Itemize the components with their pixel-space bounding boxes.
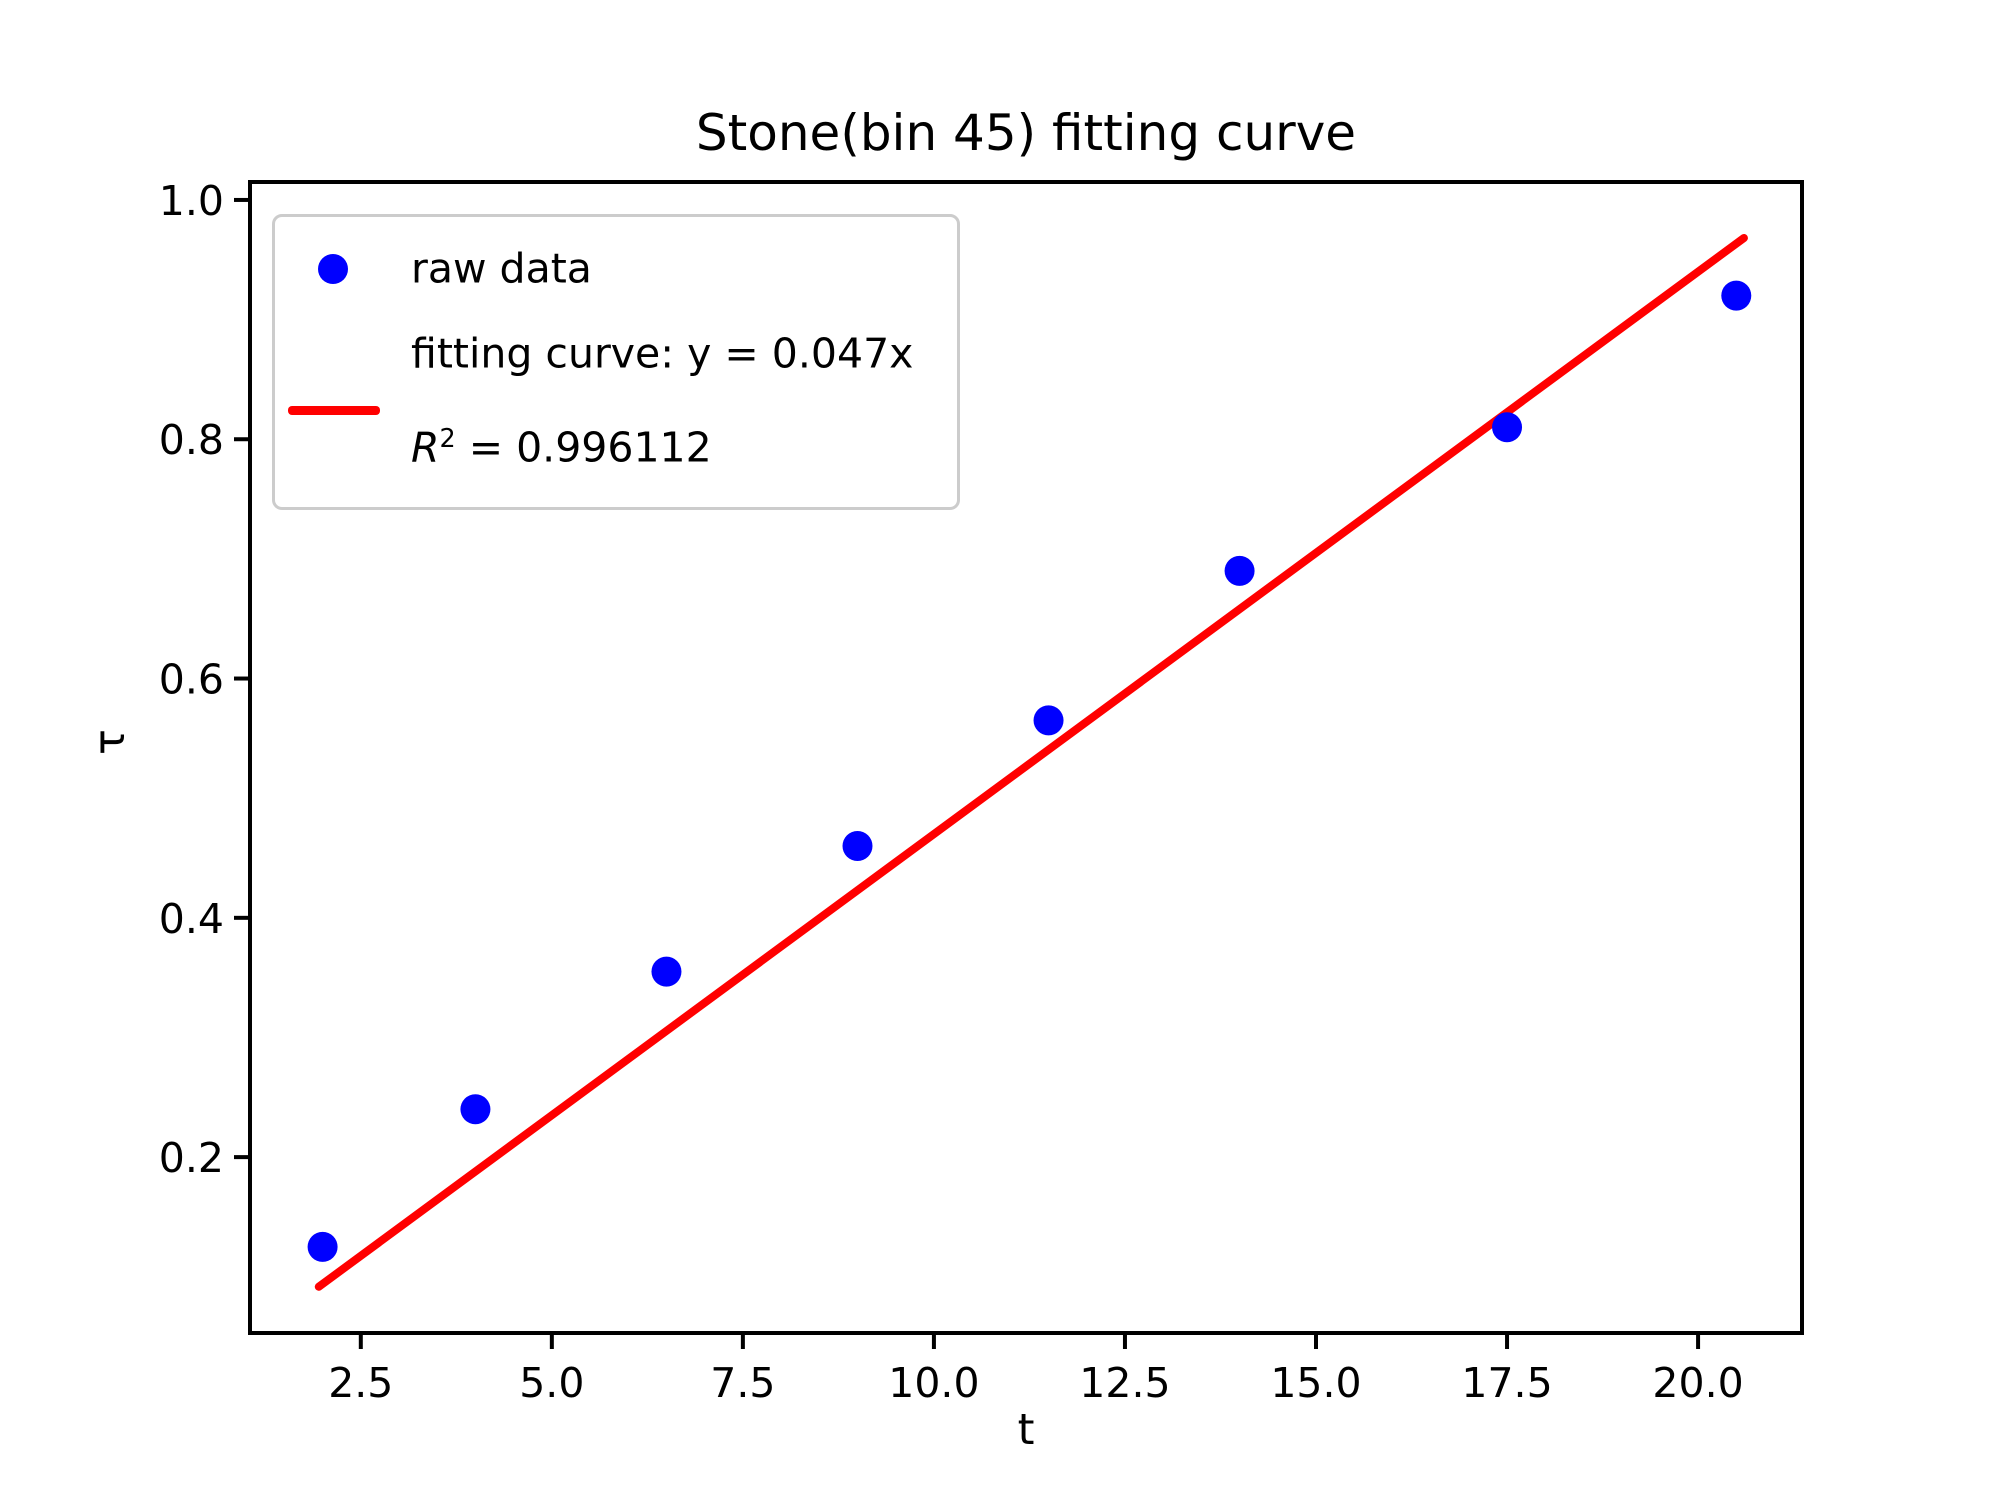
chart-title: Stone(bin 45) fitting curve [695,104,1357,162]
x-axis-tick-label: 2.5 [328,1359,393,1407]
data-point [651,956,682,987]
y-axis-tick-label: 0.8 [159,416,224,464]
x-axis-tick-label: 12.5 [1079,1359,1170,1407]
data-point [1224,555,1255,586]
y-axis-tick-label: 0.2 [159,1134,224,1182]
x-axis-label: t [1017,1405,1035,1455]
legend-label-r-squared: R2 = 0.996112 [411,425,712,470]
x-axis-tick-label: 17.5 [1461,1359,1552,1407]
data-point [460,1094,491,1125]
y-axis-tick-label: 0.4 [159,895,224,943]
r-squared-value: = 0.996112 [455,423,712,472]
y-axis-tick-label: 0.6 [159,656,224,704]
data-point [1033,705,1064,736]
legend: raw data fitting curve: y = 0.047x R2 = … [272,214,960,510]
y-axis-tick-label: 1.0 [159,177,224,225]
data-point [307,1231,338,1262]
x-axis-tick-label: 7.5 [710,1359,775,1407]
r-squared-exponent: 2 [439,422,456,453]
legend-raw-data-marker-icon [318,254,348,284]
x-axis-tick-label: 5.0 [519,1359,584,1407]
x-axis-tick-label: 20.0 [1652,1359,1743,1407]
data-point [842,831,873,862]
legend-label-raw-data: raw data [411,244,592,293]
axes-spines [248,180,1804,1335]
data-point [1492,412,1523,443]
x-axis-tick-label: 10.0 [888,1359,979,1407]
r-squared-symbol: R [411,423,440,472]
data-point [1721,280,1752,311]
legend-fitting-curve-marker-icon [288,406,380,415]
x-axis-tick-label: 15.0 [1270,1359,1361,1407]
legend-label-fitting-curve: fitting curve: y = 0.047x [411,329,914,378]
y-axis-label: τ [85,729,135,755]
